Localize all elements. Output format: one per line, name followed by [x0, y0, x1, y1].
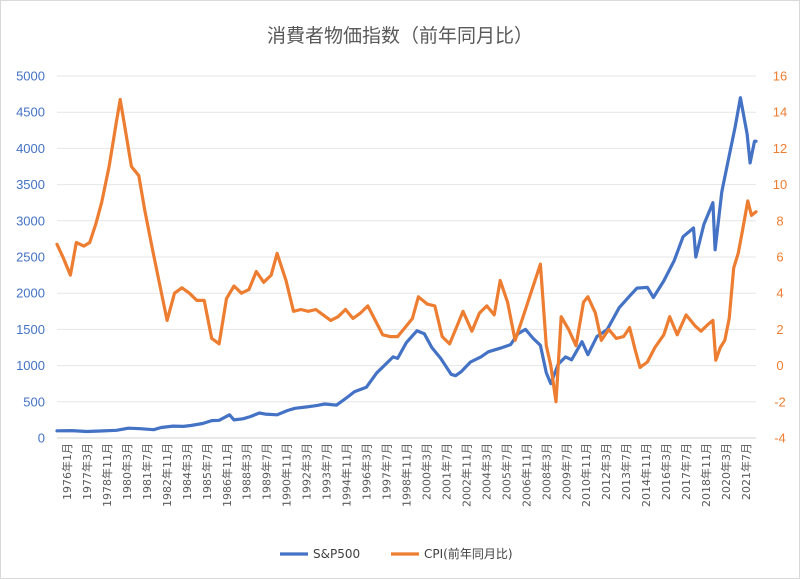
left-tick-label: 500 — [23, 394, 45, 409]
chart-title: 消費者物価指数（前年同月比） — [267, 25, 533, 47]
x-tick-label: 2002年11月 — [459, 443, 473, 507]
x-tick-label: 1996年3月 — [360, 443, 374, 500]
x-tick-label: 1984年3月 — [180, 443, 194, 500]
x-tick-label: 1990年11月 — [280, 443, 294, 507]
right-tick-label: 4 — [776, 286, 783, 301]
x-tick-label: 1980年3月 — [120, 443, 134, 500]
x-tick-label: 2020年3月 — [719, 443, 733, 500]
right-tick-label: 6 — [776, 250, 783, 265]
x-axis: 1976年1月 1977年3月 1978年11月 1980年3月 1981年7月 1982… — [57, 437, 756, 507]
series-lines — [55, 96, 758, 434]
right-tick-label: 8 — [776, 213, 783, 228]
right-tick-label: 12 — [773, 141, 787, 156]
left-tick-label: 3500 — [16, 177, 45, 192]
x-tick-label: 2005年7月 — [499, 443, 513, 500]
x-tick-label: 2016年3月 — [659, 443, 673, 500]
x-tick-label: 1988年3月 — [240, 443, 254, 500]
right-tick-label: 10 — [773, 177, 787, 192]
x-tick-label: 1977年3月 — [80, 443, 94, 500]
left-tick-label: 0 — [38, 431, 45, 446]
x-tick-label: 1976年1月 — [60, 443, 74, 500]
x-tick-label: 1989年7月 — [260, 443, 274, 500]
x-tick-label: 2014年11月 — [639, 443, 653, 507]
x-tick-label: 2009年7月 — [559, 443, 573, 500]
left-tick-label: 2500 — [16, 250, 45, 265]
x-tick-label: 1981年7月 — [140, 443, 154, 500]
x-tick-label: 1985年7月 — [200, 443, 214, 500]
right-tick-label: 16 — [773, 69, 787, 84]
left-tick-label: 3000 — [16, 213, 45, 228]
x-tick-label: 2012年3月 — [599, 443, 613, 500]
left-tick-label: 4000 — [16, 141, 45, 156]
x-tick-label: 2006年11月 — [519, 443, 533, 507]
legend-label: CPI(前年同月比) — [424, 546, 513, 561]
left-tick-label: 4500 — [16, 105, 45, 120]
x-tick-label: 2004年3月 — [479, 443, 493, 500]
series-line-cpi — [55, 97, 758, 404]
right-tick-label: -4 — [774, 431, 786, 446]
x-tick-label: 2000年3月 — [419, 443, 433, 500]
right-tick-label: 2 — [776, 322, 783, 337]
legend: S&P500 CPI(前年同月比) — [280, 546, 513, 561]
x-tick-label: 1992年3月 — [300, 443, 314, 500]
x-tick-label: 2021年7月 — [739, 443, 753, 500]
x-tick-label: 1998年11月 — [400, 443, 414, 507]
series-line-sp500 — [55, 96, 758, 434]
x-tick-label: 2008年3月 — [539, 443, 553, 500]
x-tick-label: 1993年7月 — [320, 443, 334, 500]
left-tick-label: 5000 — [16, 69, 45, 84]
right-tick-label: 0 — [776, 358, 783, 373]
left-tick-label: 1500 — [16, 322, 45, 337]
left-axis: 0 500 1000 1500 2000 2500 3000 3500 4000 4500 5000 — [16, 69, 45, 446]
left-tick-label: 2000 — [16, 286, 45, 301]
x-tick-label: 2017年7月 — [679, 443, 693, 500]
x-tick-label: 2001年7月 — [439, 443, 453, 500]
left-tick-label: 1000 — [16, 358, 45, 373]
x-tick-label: 1986年11月 — [220, 443, 234, 507]
right-axis: -4 -2 0 2 4 6 8 10 12 14 16 — [773, 69, 787, 446]
right-tick-label: -2 — [774, 394, 786, 409]
x-tick-label: 1997年7月 — [380, 443, 394, 500]
grid — [57, 75, 756, 439]
x-tick-label: 1978年11月 — [100, 443, 114, 507]
legend-label: S&P500 — [313, 547, 360, 561]
x-tick-label: 2013年7月 — [619, 443, 633, 500]
x-tick-label: 1982年11月 — [160, 443, 174, 507]
x-tick-label: 1994年11月 — [340, 443, 354, 507]
x-tick-label: 2018年11月 — [699, 443, 713, 507]
x-tick-label: 2010年11月 — [579, 443, 593, 507]
right-tick-label: 14 — [773, 105, 787, 120]
